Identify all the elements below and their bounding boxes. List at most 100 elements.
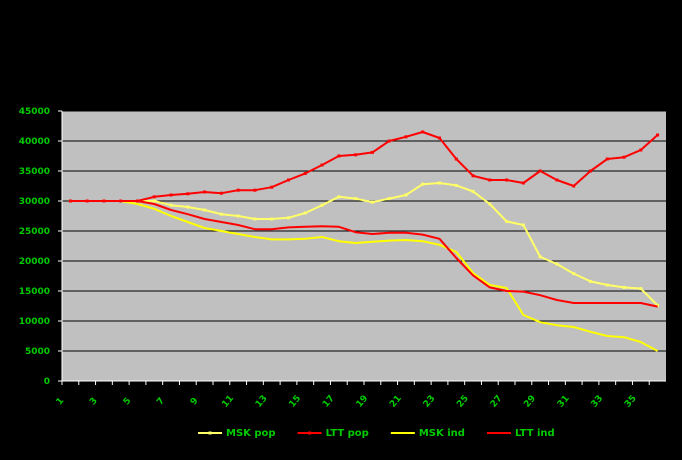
x-tick-label: 1 <box>55 396 67 407</box>
data-point <box>370 200 374 204</box>
series-line <box>70 182 659 307</box>
data-point <box>354 197 358 201</box>
data-point <box>219 191 223 195</box>
y-tick-label: 20000 <box>19 257 50 267</box>
data-point <box>639 148 643 152</box>
data-point <box>236 188 240 192</box>
y-tick-label: 45000 <box>19 107 50 117</box>
data-point <box>605 157 609 161</box>
data-point <box>538 255 542 259</box>
data-point <box>555 178 559 182</box>
data-point <box>622 155 626 159</box>
data-point <box>589 169 592 173</box>
data-point <box>320 203 324 207</box>
data-point <box>538 169 542 173</box>
data-point <box>186 205 190 209</box>
y-tick-label: 25000 <box>19 227 50 237</box>
data-point <box>605 283 609 287</box>
data-point <box>589 279 592 283</box>
y-axis: 0 5000 10000 15000 20000 25000 30000 35000 40000… <box>19 107 63 387</box>
data-point <box>270 185 274 189</box>
series-layer <box>68 130 660 352</box>
data-point <box>253 188 257 192</box>
data-point <box>555 262 559 266</box>
data-point <box>421 182 425 186</box>
legend-item: MSK ind <box>390 428 465 439</box>
data-point <box>404 193 408 197</box>
series-msk-ind <box>70 200 659 352</box>
series-ltt-ind <box>70 200 658 308</box>
data-point <box>253 217 257 221</box>
data-point <box>236 214 240 218</box>
data-point <box>203 208 207 212</box>
data-point <box>169 193 173 197</box>
legend-item: LTT ind <box>486 428 555 439</box>
data-point <box>572 272 576 276</box>
data-point <box>203 190 207 194</box>
data-point <box>337 154 341 158</box>
legend-item: LTT pop <box>297 428 369 439</box>
data-point <box>656 303 660 307</box>
data-point <box>572 184 576 188</box>
y-tick-label: 15000 <box>19 287 50 297</box>
y-tick-label: 40000 <box>19 137 50 147</box>
legend-label: MSK ind <box>419 428 465 439</box>
data-point <box>152 199 156 203</box>
data-point <box>287 178 290 182</box>
series-line <box>70 131 659 202</box>
data-point <box>354 153 358 157</box>
series-line <box>70 200 659 352</box>
series-line <box>70 200 658 308</box>
data-point <box>471 189 475 193</box>
y-tick-label: 0 <box>44 377 50 387</box>
series-ltt-pop <box>68 130 660 203</box>
data-point <box>656 133 660 137</box>
data-point <box>270 217 274 221</box>
x-tick-label: 7 <box>155 396 167 407</box>
data-point <box>404 135 408 139</box>
legend-marker <box>308 431 312 435</box>
x-tick-label: 9 <box>189 396 201 407</box>
legend-label: MSK pop <box>226 428 276 439</box>
data-point <box>219 212 223 216</box>
data-point <box>488 202 492 206</box>
legend-item: MSK pop <box>198 428 276 439</box>
data-point <box>303 171 307 175</box>
data-point <box>505 219 509 223</box>
legend-label: LTT ind <box>515 428 555 439</box>
data-point <box>438 181 441 185</box>
data-point <box>387 197 391 201</box>
data-point <box>287 216 290 220</box>
legend: MSK pop LTT pop MSK ind LTT ind <box>198 428 555 439</box>
data-point <box>521 181 525 185</box>
y-tick-label: 35000 <box>19 167 50 177</box>
y-tick-label: 10000 <box>19 317 50 327</box>
data-point <box>639 287 643 291</box>
data-point <box>471 174 475 178</box>
legend-marker <box>208 431 212 435</box>
y-tick-label: 30000 <box>19 197 50 207</box>
data-point <box>438 136 441 140</box>
data-point <box>186 192 190 196</box>
x-tick-label: 3 <box>88 396 100 407</box>
x-tick-label: 5 <box>122 396 134 407</box>
data-point <box>454 157 458 161</box>
data-point <box>320 163 324 167</box>
legend-label: LTT pop <box>326 428 369 439</box>
data-point <box>370 150 374 154</box>
data-point <box>169 203 173 207</box>
data-point <box>622 285 626 289</box>
data-point <box>387 139 391 143</box>
data-point <box>337 195 341 199</box>
plot-area <box>62 111 666 381</box>
data-point <box>488 178 492 182</box>
data-point <box>68 199 72 203</box>
data-point <box>454 183 458 187</box>
data-point <box>303 211 307 215</box>
data-point <box>505 178 509 182</box>
data-point <box>521 223 525 227</box>
data-point <box>421 130 425 134</box>
data-point <box>152 195 156 199</box>
